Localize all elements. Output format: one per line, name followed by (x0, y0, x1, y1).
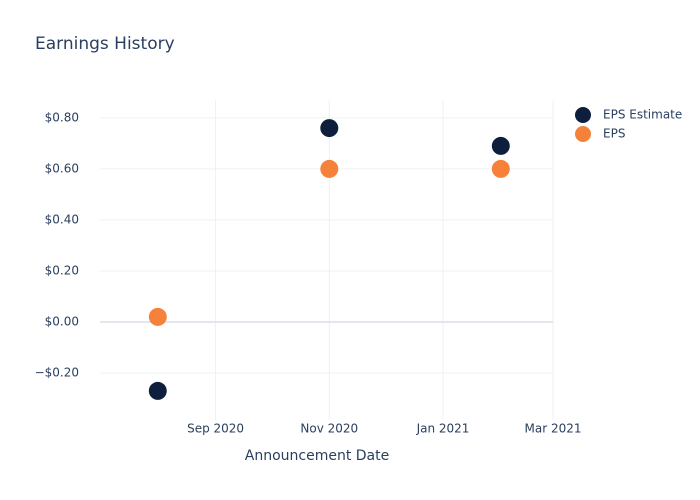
y-tick-label: $0.80 (45, 110, 79, 124)
y-tick-label: −$0.20 (35, 366, 79, 380)
point (491, 136, 510, 155)
point (320, 119, 339, 138)
x-tick-label: Jan 2021 (416, 422, 470, 436)
point (491, 159, 510, 178)
point (148, 381, 167, 400)
y-tick-label: $0.40 (45, 212, 79, 226)
y-tick-label: $0.20 (45, 263, 79, 277)
legend-marker (575, 107, 591, 123)
point (320, 159, 339, 178)
y-tick-label: $0.00 (45, 315, 79, 329)
chart-title: Earnings History (35, 34, 175, 54)
y-tick-label: $0.60 (45, 161, 79, 175)
x-tick-label: Nov 2020 (300, 422, 358, 436)
point (148, 307, 167, 326)
x-axis-title: Announcement Date (245, 448, 389, 464)
legend-label: EPS (603, 127, 625, 141)
legend-label: EPS Estimate (603, 108, 682, 122)
legend-marker (575, 126, 591, 142)
x-tick-label: Sep 2020 (187, 422, 244, 436)
x-tick-label: Mar 2021 (525, 422, 582, 436)
